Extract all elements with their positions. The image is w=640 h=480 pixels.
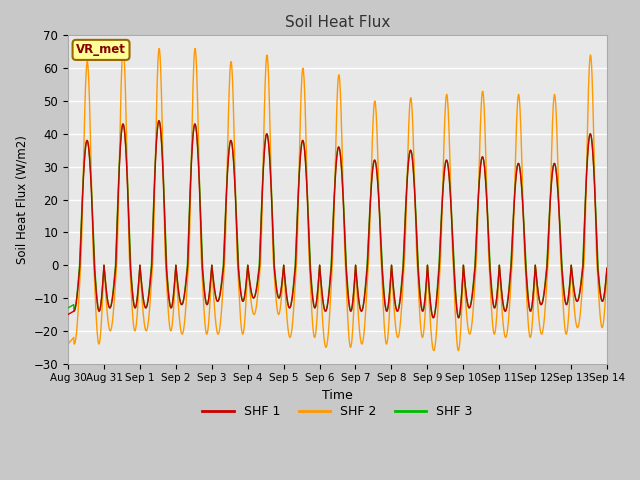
Legend: SHF 1, SHF 2, SHF 3: SHF 1, SHF 2, SHF 3: [197, 400, 477, 423]
Text: VR_met: VR_met: [76, 43, 126, 56]
Y-axis label: Soil Heat Flux (W/m2): Soil Heat Flux (W/m2): [15, 135, 28, 264]
X-axis label: Time: Time: [322, 389, 353, 402]
Title: Soil Heat Flux: Soil Heat Flux: [285, 15, 390, 30]
